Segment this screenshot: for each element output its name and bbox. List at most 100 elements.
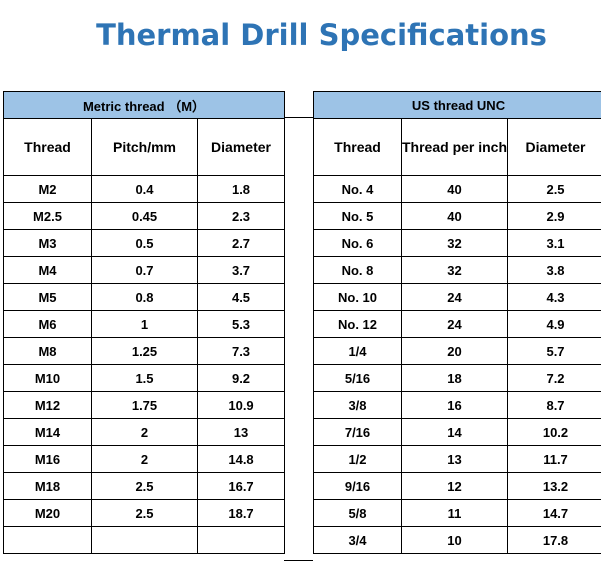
table-row: [4, 527, 285, 554]
thread-cell: M12: [4, 392, 92, 419]
threads-per-inch-cell: 11: [402, 500, 508, 527]
pitch-cell: 0.7: [92, 257, 198, 284]
thread-cell: No. 10: [314, 284, 402, 311]
threads-per-inch-cell: 18: [402, 365, 508, 392]
diameter-cell: 13: [198, 419, 285, 446]
diameter-cell: 5.7: [508, 338, 601, 365]
metric-thread-header: Metric thread （M）: [4, 92, 285, 119]
diameter-cell: 4.3: [508, 284, 601, 311]
threads-per-inch-cell: 32: [402, 230, 508, 257]
thread-cell: M14: [4, 419, 92, 446]
thread-cell: M3: [4, 230, 92, 257]
table-divider-band: [284, 91, 313, 118]
pitch-cell: 2: [92, 446, 198, 473]
diameter-cell: 2.7: [198, 230, 285, 257]
column-header-thread: Thread: [4, 119, 92, 176]
thread-cell: M2: [4, 176, 92, 203]
diameter-cell: 2.9: [508, 203, 601, 230]
thread-cell: 5/8: [314, 500, 402, 527]
thread-cell: [4, 527, 92, 554]
thread-cell: 5/16: [314, 365, 402, 392]
table-divider: [284, 91, 313, 561]
us-thread-table: US thread UNC Thread Thread per inch Dia…: [313, 91, 601, 554]
page-title: Thermal Drill Specifications: [0, 18, 601, 52]
pitch-cell: 2.5: [92, 473, 198, 500]
diameter-cell: 11.7: [508, 446, 601, 473]
threads-per-inch-cell: 40: [402, 203, 508, 230]
pitch-cell: 2.5: [92, 500, 198, 527]
diameter-cell: 14.7: [508, 500, 601, 527]
threads-per-inch-cell: 20: [402, 338, 508, 365]
pitch-cell: 0.45: [92, 203, 198, 230]
diameter-cell: 10.2: [508, 419, 601, 446]
thread-cell: M8: [4, 338, 92, 365]
threads-per-inch-cell: 24: [402, 311, 508, 338]
threads-per-inch-cell: 24: [402, 284, 508, 311]
thread-cell: M20: [4, 500, 92, 527]
diameter-cell: [198, 527, 285, 554]
column-header-pitch: Pitch/mm: [92, 119, 198, 176]
threads-per-inch-cell: 10: [402, 527, 508, 554]
pitch-cell: 1.75: [92, 392, 198, 419]
pitch-cell: 0.5: [92, 230, 198, 257]
diameter-cell: 17.8: [508, 527, 601, 554]
diameter-cell: 3.7: [198, 257, 285, 284]
diameter-cell: 2.3: [198, 203, 285, 230]
thread-cell: M10: [4, 365, 92, 392]
threads-per-inch-cell: 16: [402, 392, 508, 419]
thread-cell: 1/4: [314, 338, 402, 365]
diameter-cell: 7.2: [508, 365, 601, 392]
us-thread-header: US thread UNC: [314, 92, 601, 119]
diameter-cell: 4.9: [508, 311, 601, 338]
pitch-cell: 1.5: [92, 365, 198, 392]
diameter-cell: 8.7: [508, 392, 601, 419]
metric-thread-table: Metric thread （M） Thread Pitch/mm Diamet…: [3, 91, 285, 554]
threads-per-inch-cell: 40: [402, 176, 508, 203]
thread-cell: M2.5: [4, 203, 92, 230]
thread-cell: 9/16: [314, 473, 402, 500]
threads-per-inch-cell: 32: [402, 257, 508, 284]
diameter-cell: 10.9: [198, 392, 285, 419]
thread-cell: 7/16: [314, 419, 402, 446]
pitch-cell: 0.8: [92, 284, 198, 311]
pitch-cell: 0.4: [92, 176, 198, 203]
column-header-threads-per-inch: Thread per inch: [402, 119, 508, 176]
thread-cell: 3/8: [314, 392, 402, 419]
pitch-cell: 1.25: [92, 338, 198, 365]
diameter-cell: 7.3: [198, 338, 285, 365]
diameter-cell: 2.5: [508, 176, 601, 203]
column-header-diameter: Diameter: [198, 119, 285, 176]
pitch-cell: 1: [92, 311, 198, 338]
diameter-cell: 5.3: [198, 311, 285, 338]
diameter-cell: 3.1: [508, 230, 601, 257]
diameter-cell: 4.5: [198, 284, 285, 311]
thread-cell: M4: [4, 257, 92, 284]
threads-per-inch-cell: 12: [402, 473, 508, 500]
diameter-cell: 18.7: [198, 500, 285, 527]
pitch-cell: 2: [92, 419, 198, 446]
